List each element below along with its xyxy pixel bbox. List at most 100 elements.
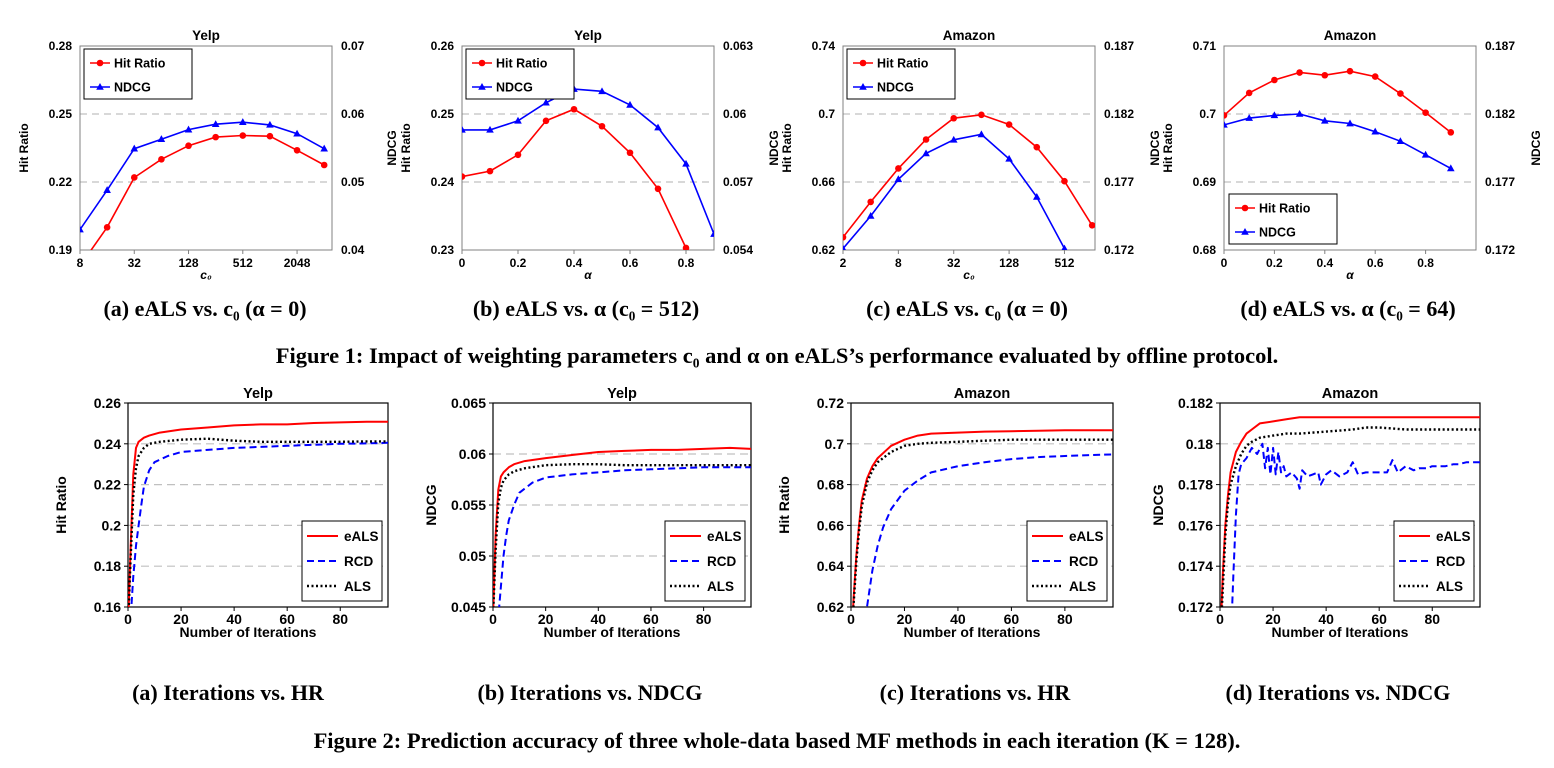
x-axis-label: Number of Iterations: [904, 624, 1041, 640]
series-group: [80, 118, 328, 250]
legend-box: [83, 48, 193, 100]
x-tick-label: 8: [895, 256, 902, 270]
x-tick-label: 60: [643, 611, 659, 627]
x-tick-label: 32: [947, 256, 961, 270]
data-point-circle: [1224, 112, 1228, 119]
data-point-triangle: [1421, 150, 1430, 158]
data-point-circle: [1245, 89, 1253, 97]
data-point-triangle: [293, 129, 301, 137]
y2-tick-label: 0.182: [1485, 107, 1515, 121]
data-point-triangle: [103, 186, 111, 193]
data-point-circle: [570, 105, 578, 113]
fig1-panel-0: 0.19 0.22 0.25 0.28 0.04 0.05 0.06 0.07 8 32 128 51…: [17, 28, 399, 282]
plot-frame: [1223, 45, 1477, 251]
legend-box: [301, 520, 383, 602]
data-point-triangle: [654, 123, 662, 131]
x-tick-label: 0.4: [566, 256, 583, 270]
y-axis-label: Hit Ratio: [780, 123, 794, 172]
y-tick-label: 0.06: [459, 446, 486, 462]
data-point-circle: [130, 174, 138, 181]
data-point-circle: [895, 165, 902, 172]
y-tick-label: 0.71: [1193, 39, 1217, 53]
chart-title: Amazon: [954, 386, 1010, 402]
y-axis-label: NDCG: [423, 484, 439, 525]
plot-frame: [127, 402, 389, 608]
data-point-circle: [1447, 129, 1455, 136]
data-point-triangle: [977, 130, 986, 138]
data-point-circle: [682, 244, 690, 250]
series-group: [852, 429, 1113, 607]
y-tick-label: 0.7: [1199, 107, 1216, 121]
legend-label: RCD: [1069, 554, 1098, 569]
data-point-triangle: [949, 135, 958, 143]
y2-tick-label: 0.182: [1104, 107, 1134, 121]
x-tick-label: 8: [77, 256, 84, 270]
data-point-triangle: [1346, 119, 1354, 127]
y-tick-label: 0.62: [817, 599, 844, 615]
data-point-triangle: [866, 212, 875, 219]
figure-1-charts: 0.190.220.250.280.040.050.060.078 32 128 51…: [17, 28, 1543, 282]
plot-frame: [79, 45, 333, 251]
data-point-triangle: [1396, 137, 1405, 144]
y-tick-label: 0.065: [451, 395, 486, 411]
y2-axis-label: NDCG: [767, 130, 781, 165]
data-point-triangle: [1270, 111, 1279, 119]
chart-title: Amazon: [943, 28, 996, 43]
y2-axis-label: NDCG: [1148, 130, 1162, 165]
data-point-circle: [462, 173, 466, 180]
data-point-triangle: [1245, 114, 1253, 121]
legend-label: eALS: [1436, 529, 1471, 544]
data-point-triangle: [266, 120, 274, 128]
data-point-circle: [978, 111, 985, 119]
y2-axis-label: NDCG: [385, 130, 399, 165]
data-point-triangle: [922, 149, 930, 157]
y-axis-label: Hit Ratio: [776, 476, 792, 534]
legend-label: NDCG: [1259, 226, 1296, 240]
series-line-rcd: [498, 466, 751, 607]
data-point-circle: [1321, 71, 1329, 79]
data-point-triangle: [1447, 164, 1455, 172]
x-tick-label: 0.6: [622, 256, 639, 270]
series-line-eals: [493, 446, 751, 607]
data-point-triangle: [1032, 192, 1041, 200]
y-axis-label: Hit Ratio: [1161, 123, 1175, 172]
legend-label: ALS: [1436, 579, 1463, 594]
figure-2-charts: 0.16 0.18 0.2 0.22 0.24 0.26 0 20 40 60 80 Yelp Numb…: [53, 386, 1481, 640]
legend-label: ALS: [1069, 579, 1096, 594]
y-tick-label: 0.045: [451, 599, 486, 615]
data-point-circle: [598, 122, 606, 130]
y-axis-label: Hit Ratio: [17, 123, 31, 172]
legend-label: Hit Ratio: [1259, 202, 1311, 216]
chart-title: Yelp: [192, 28, 220, 43]
data-point-circle: [486, 167, 494, 175]
fig1-panel-1: 0.23 0.24 0.25 0.26 0.054 0.057 0.06 0.063 0 0.2 0…: [399, 28, 781, 282]
data-point-triangle: [238, 118, 247, 125]
series-line-ndcg: [1224, 113, 1452, 170]
legend-label: ALS: [344, 579, 371, 594]
y2-tick-label: 0.057: [723, 175, 753, 189]
data-point-circle: [867, 198, 874, 206]
legend-label: Hit Ratio: [114, 57, 166, 71]
y-tick-label: 0.25: [49, 107, 73, 121]
figure-1-caption: Figure 1: Impact of weighting parameters…: [275, 343, 1279, 368]
x-tick-label: 0: [1221, 256, 1228, 270]
fig1-panel-3: 0.68 0.69 0.7 0.71 0.172 0.177 0.182 0.187 0 0.2 0…: [1161, 28, 1543, 282]
series-group: [843, 111, 1095, 250]
legend-label: eALS: [1069, 529, 1104, 544]
y2-tick-label: 0.063: [723, 39, 753, 53]
y-tick-label: 0.178: [1178, 477, 1213, 493]
series-group: [493, 446, 751, 607]
x-tick-label: 0.2: [1266, 256, 1283, 270]
legend-label: NDCG: [877, 81, 914, 95]
y-tick-label: 0.74: [812, 39, 836, 53]
legend-marker-triangle: [478, 83, 486, 90]
legend-label: RCD: [1436, 554, 1465, 569]
y-tick-label: 0.69: [1193, 175, 1217, 189]
series-line-rcd: [865, 453, 1113, 607]
legend: eALS RCD ALS: [664, 520, 746, 602]
data-point-circle: [922, 136, 930, 143]
y-tick-label: 0.174: [1178, 558, 1213, 574]
legend-label: Hit Ratio: [877, 57, 929, 71]
x-tick-label: 0: [489, 611, 497, 627]
y2-tick-label: 0.172: [1104, 243, 1134, 257]
